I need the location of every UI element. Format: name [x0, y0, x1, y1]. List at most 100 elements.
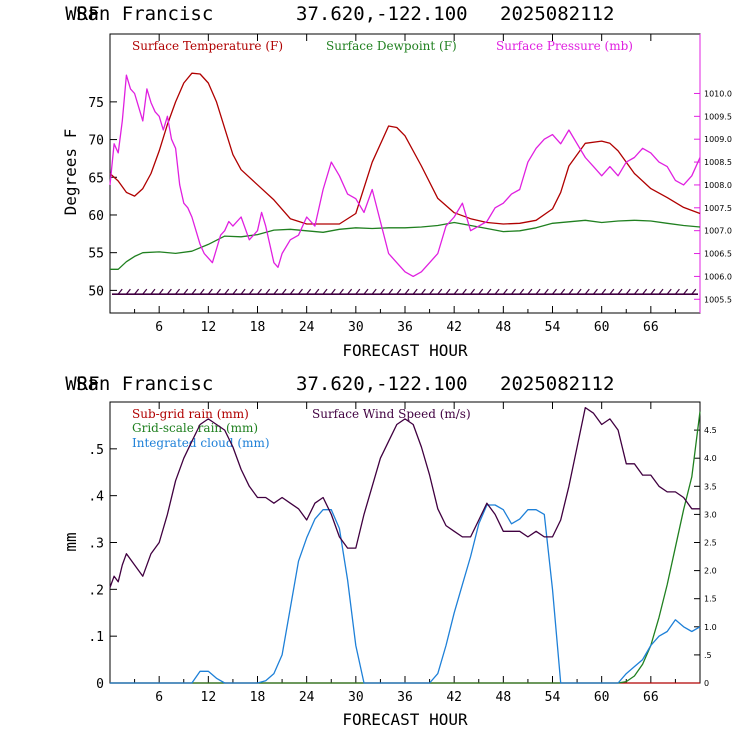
wind-barb — [437, 288, 443, 295]
wind-barb — [166, 288, 172, 295]
x-tick-label: 42 — [446, 320, 462, 335]
chart-1-xlabel: FORECAST HOUR — [342, 341, 468, 360]
chart-2-header: WRFSan Francisc 37.620,-122.100 2025082112 — [8, 373, 649, 395]
chart-2-xlabel: FORECAST HOUR — [342, 710, 468, 729]
legend-surface-pressure: Surface Pressure (mb) — [496, 39, 633, 53]
wind-barb — [584, 288, 590, 295]
y2-tick-label: 2.5 — [704, 539, 717, 548]
y2-tick-label: 1009.0 — [704, 135, 732, 144]
legend-grid-scale-rain: Grid-scale rain (mm) — [132, 421, 258, 435]
x-tick-label: 42 — [446, 690, 462, 705]
x-tick-label: 48 — [496, 690, 512, 705]
x-tick-label: 6 — [155, 320, 163, 335]
y-tick-label: .2 — [88, 583, 104, 598]
wind-barb — [494, 288, 500, 295]
wind-barb — [642, 288, 648, 295]
wind-barb — [576, 288, 582, 295]
wind-barb — [502, 288, 508, 295]
y2-tick-label: 1.0 — [704, 623, 717, 632]
wind-barb — [289, 288, 295, 295]
series-line-grid-scale-rain — [110, 411, 701, 684]
wind-barb — [191, 288, 197, 295]
y2-tick-label: 1009.5 — [704, 112, 732, 121]
chart-2-coords: 37.620,-122.100 — [296, 373, 468, 395]
wind-barb — [396, 288, 402, 295]
y-tick-label: .5 — [88, 443, 104, 458]
wind-barb — [322, 288, 328, 295]
x-tick-label: 6 — [155, 690, 163, 705]
wind-barb — [248, 288, 254, 295]
y2-tick-label: 1006.0 — [704, 272, 732, 281]
series-line-surface-wind-speed — [109, 406, 700, 588]
x-tick-label: 54 — [545, 690, 561, 705]
legend-surface-temperature: Surface Temperature (F) — [132, 39, 283, 53]
wind-barb — [240, 288, 246, 295]
chart-2-location: San Francisc — [76, 373, 213, 395]
wind-barb — [470, 288, 476, 295]
wind-barb — [445, 288, 451, 295]
y2-tick-label: .5 — [704, 651, 712, 660]
y-tick-label: 65 — [88, 171, 104, 186]
wind-barb — [355, 288, 361, 295]
wind-barb — [560, 288, 566, 295]
legend-surface-dewpoint: Surface Dewpoint (F) — [326, 39, 457, 53]
wind-barb — [183, 288, 189, 295]
y2-tick-label: 3.0 — [704, 510, 717, 519]
wind-barb — [486, 288, 492, 295]
wind-barb — [429, 288, 435, 295]
x-tick-label: 66 — [643, 320, 659, 335]
chart-2-init: 2025082112 — [500, 373, 614, 395]
series-line-surface-dewpoint — [110, 219, 701, 270]
y2-tick-label: 1007.5 — [704, 204, 732, 213]
y2-tick-label: 3.5 — [704, 482, 717, 491]
wind-barb — [379, 288, 385, 295]
wind-barb — [617, 288, 623, 295]
legend-surface-wind-speed: Surface Wind Speed (m/s) — [312, 407, 471, 421]
wind-barb — [273, 288, 279, 295]
x-tick-label: 30 — [348, 320, 364, 335]
series-line-integrated-cloud — [110, 504, 701, 684]
wind-barb — [134, 288, 140, 295]
wind-barb — [257, 288, 262, 295]
x-tick-label: 24 — [299, 690, 315, 705]
chart-1-header: WRFSan Francisc 37.620,-122.100 2025082112 — [8, 3, 649, 25]
wind-barb — [633, 288, 639, 295]
x-tick-label: 36 — [397, 690, 413, 705]
wind-barb — [388, 288, 394, 295]
y2-tick-label: 1007.0 — [704, 227, 732, 236]
y2-tick-label: 4.5 — [704, 426, 717, 435]
wind-barb — [347, 288, 353, 295]
y-tick-label: 50 — [88, 284, 104, 299]
wind-barb — [175, 288, 181, 295]
wind-barb — [511, 288, 516, 295]
chart-2-model: WRF — [65, 373, 99, 395]
wind-barb — [609, 288, 615, 295]
wind-barb — [207, 288, 213, 295]
wind-barb — [224, 288, 230, 295]
y2-tick-label: 1.5 — [704, 595, 717, 604]
y2-tick-label: 1008.0 — [704, 181, 732, 190]
x-tick-label: 24 — [299, 320, 315, 335]
wind-barb — [265, 288, 271, 295]
y-tick-label: 55 — [88, 247, 104, 262]
wind-barb — [125, 288, 131, 295]
y-tick-label: 0 — [96, 677, 104, 692]
x-tick-label: 60 — [594, 690, 610, 705]
y-tick-label: .1 — [88, 630, 104, 645]
chart-2-ylabel: mm — [61, 532, 80, 551]
wind-barb — [691, 288, 697, 295]
x-tick-label: 18 — [250, 690, 266, 705]
wind-barb — [552, 288, 557, 295]
wind-barb — [158, 288, 164, 295]
wind-barb — [142, 288, 148, 295]
y2-tick-label: 1005.5 — [704, 295, 732, 304]
wind-barb — [330, 288, 336, 295]
chart-1-model: WRF — [65, 3, 99, 25]
x-tick-label: 12 — [201, 320, 217, 335]
chart-1-coords: 37.620,-122.100 — [296, 3, 468, 25]
x-tick-label: 12 — [201, 690, 217, 705]
wind-barb — [683, 288, 689, 295]
wind-barb — [412, 288, 418, 295]
wind-barb — [568, 288, 574, 295]
x-tick-label: 48 — [496, 320, 512, 335]
